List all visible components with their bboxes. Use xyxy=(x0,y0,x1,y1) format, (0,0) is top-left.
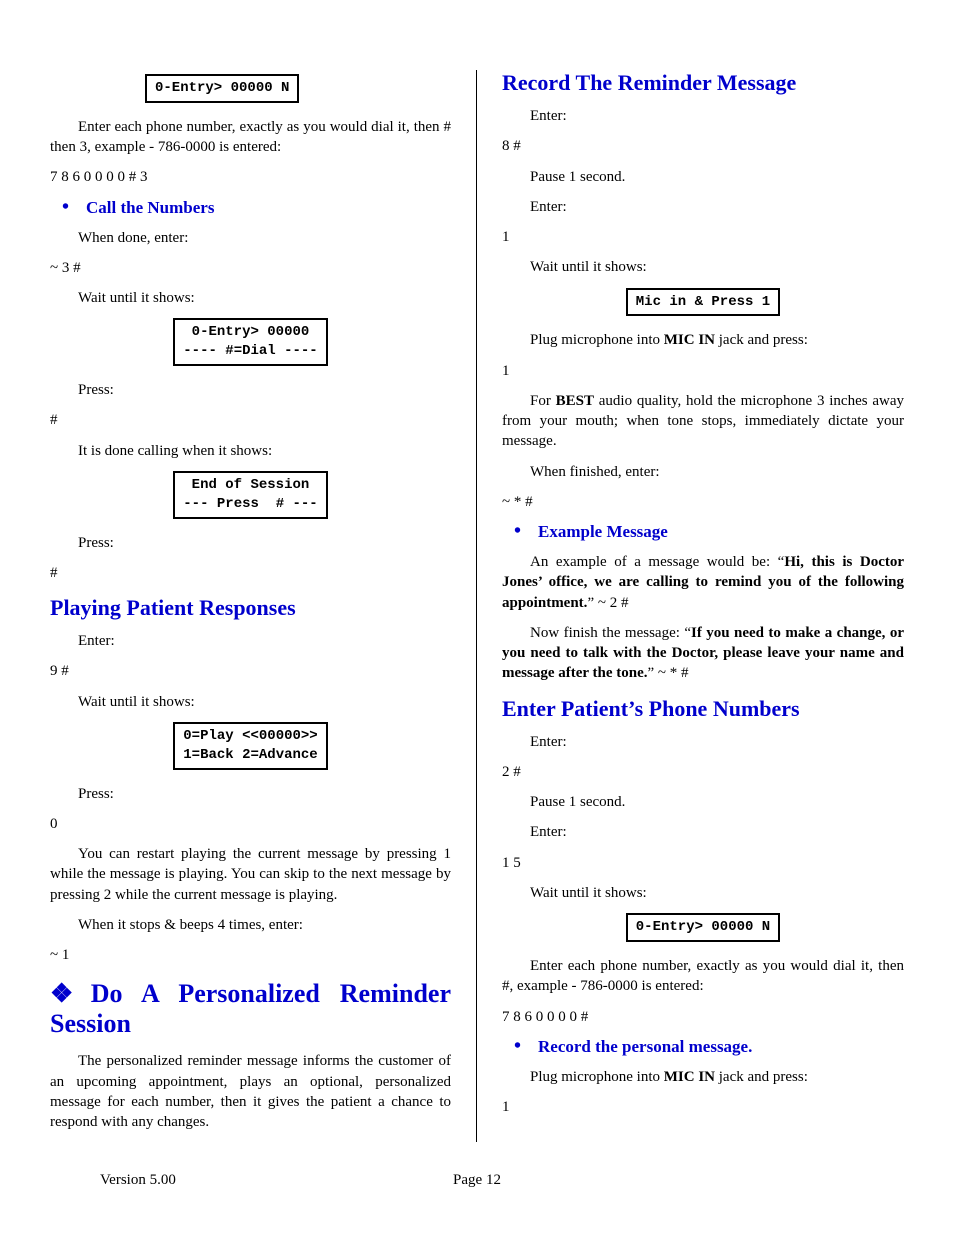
bold-text: BEST xyxy=(556,393,594,409)
footer-page: Page 12 xyxy=(351,1172,602,1189)
body-text: Wait until it shows: xyxy=(78,692,451,712)
footer-version: Version 5.00 xyxy=(100,1172,351,1189)
bold-text: MIC IN xyxy=(664,1069,715,1085)
keypad-sequence: ~ * # xyxy=(502,492,904,512)
keypad-sequence: 2 # xyxy=(502,762,904,782)
body-text: Enter: xyxy=(78,631,451,651)
lcd-display: Mic in & Press 1 xyxy=(626,288,780,317)
display-box-wrap: 0-Entry> 00000 N xyxy=(145,74,451,103)
keypad-sequence: 1 xyxy=(502,361,904,381)
keypad-sequence: 8 # xyxy=(502,136,904,156)
keypad-sequence: 7 8 6 0 0 0 0 # xyxy=(502,1007,904,1027)
text-fragment: An example of a message would be: “ xyxy=(530,554,784,570)
bullet-list: Record the personal message. xyxy=(502,1037,904,1057)
text-fragment: ” ~ * # xyxy=(648,665,689,681)
body-text: For BEST audio quality, hold the microph… xyxy=(502,391,904,452)
text-fragment: ” ~ 2 # xyxy=(587,595,628,611)
body-text: The personalized reminder message inform… xyxy=(50,1051,451,1132)
bullet-list: Example Message xyxy=(502,522,904,542)
text-fragment: Now finish the message: “ xyxy=(530,625,691,641)
keypad-sequence: 0 xyxy=(50,814,451,834)
heading-playing-responses: Playing Patient Responses xyxy=(50,595,451,621)
footer-spacer xyxy=(603,1172,854,1189)
body-text: Wait until it shows: xyxy=(530,257,904,277)
body-text: Now finish the message: “If you need to … xyxy=(502,623,904,684)
lcd-display: 0-Entry> 00000 N xyxy=(145,74,299,103)
heading-record-reminder: Record The Reminder Message xyxy=(502,70,904,96)
bold-text: MIC IN xyxy=(664,332,715,348)
text-fragment: jack and press: xyxy=(715,332,808,348)
keypad-sequence: 7 8 6 0 0 0 0 # 3 xyxy=(50,167,451,187)
page-footer: Version 5.00 Page 12 xyxy=(50,1172,904,1189)
body-text: Enter each phone number, exactly as you … xyxy=(50,117,451,158)
body-text: Enter: xyxy=(530,732,904,752)
body-text: Enter: xyxy=(530,106,904,126)
keypad-sequence: 1 xyxy=(502,1097,904,1117)
keypad-sequence: 9 # xyxy=(50,661,451,681)
body-text: Press: xyxy=(78,380,451,400)
text-fragment: For xyxy=(530,393,556,409)
lcd-display: End of Session --- Press # --- xyxy=(173,471,327,519)
body-text: When finished, enter: xyxy=(530,462,904,482)
body-text: Enter each phone number, exactly as you … xyxy=(502,956,904,997)
body-text: When it stops & beeps 4 times, enter: xyxy=(78,915,451,935)
body-text: When done, enter: xyxy=(78,228,451,248)
heading-text: Do A Personalized Reminder Session xyxy=(50,979,451,1038)
page: 0-Entry> 00000 N Enter each phone number… xyxy=(0,0,954,1219)
display-box-wrap: 0-Entry> 00000 ---- #=Dial ---- xyxy=(50,318,451,366)
subheading-call-numbers: Call the Numbers xyxy=(50,198,451,218)
bullet-list: Call the Numbers xyxy=(50,198,451,218)
display-box-wrap: End of Session --- Press # --- xyxy=(50,471,451,519)
text-fragment: jack and press: xyxy=(715,1069,808,1085)
body-text: It is done calling when it shows: xyxy=(78,441,451,461)
display-box-wrap: 0=Play <<00000>> 1=Back 2=Advance xyxy=(50,722,451,770)
keypad-sequence: # xyxy=(50,563,451,583)
left-column: 0-Entry> 00000 N Enter each phone number… xyxy=(50,70,477,1142)
body-text: Plug microphone into MIC IN jack and pre… xyxy=(530,330,904,350)
subheading-record-personal: Record the personal message. xyxy=(502,1037,904,1057)
keypad-sequence: # xyxy=(50,410,451,430)
body-text: You can restart playing the current mess… xyxy=(50,844,451,905)
keypad-sequence: 1 xyxy=(502,227,904,247)
keypad-sequence: ~ 3 # xyxy=(50,258,451,278)
body-text: An example of a message would be: “Hi, t… xyxy=(502,552,904,613)
body-text: Wait until it shows: xyxy=(78,288,451,308)
body-text: Plug microphone into MIC IN jack and pre… xyxy=(530,1067,904,1087)
display-box-wrap: Mic in & Press 1 xyxy=(502,288,904,317)
text-fragment: Plug microphone into xyxy=(530,332,664,348)
body-text: Press: xyxy=(78,533,451,553)
display-box-wrap: 0-Entry> 00000 N xyxy=(502,913,904,942)
lcd-display: 0-Entry> 00000 ---- #=Dial ---- xyxy=(173,318,327,366)
body-text: Pause 1 second. xyxy=(530,792,904,812)
keypad-sequence: 1 5 xyxy=(502,853,904,873)
subheading-example-message: Example Message xyxy=(502,522,904,542)
text-fragment: Plug microphone into xyxy=(530,1069,664,1085)
heading-personalized-session: ❖Do A Personalized Reminder Session xyxy=(50,979,451,1039)
keypad-sequence: ~ 1 xyxy=(50,945,451,965)
two-column-layout: 0-Entry> 00000 N Enter each phone number… xyxy=(50,70,904,1142)
lcd-display: 0-Entry> 00000 N xyxy=(626,913,780,942)
body-text: Enter: xyxy=(530,197,904,217)
body-text: Press: xyxy=(78,784,451,804)
lcd-display: 0=Play <<00000>> 1=Back 2=Advance xyxy=(173,722,327,770)
right-column: Record The Reminder Message Enter: 8 # P… xyxy=(477,70,904,1142)
body-text: Pause 1 second. xyxy=(530,167,904,187)
heading-enter-patient-numbers: Enter Patient’s Phone Numbers xyxy=(502,696,904,722)
body-text: Enter: xyxy=(530,822,904,842)
body-text: Wait until it shows: xyxy=(530,883,904,903)
diamond-icon: ❖ xyxy=(50,979,87,1008)
